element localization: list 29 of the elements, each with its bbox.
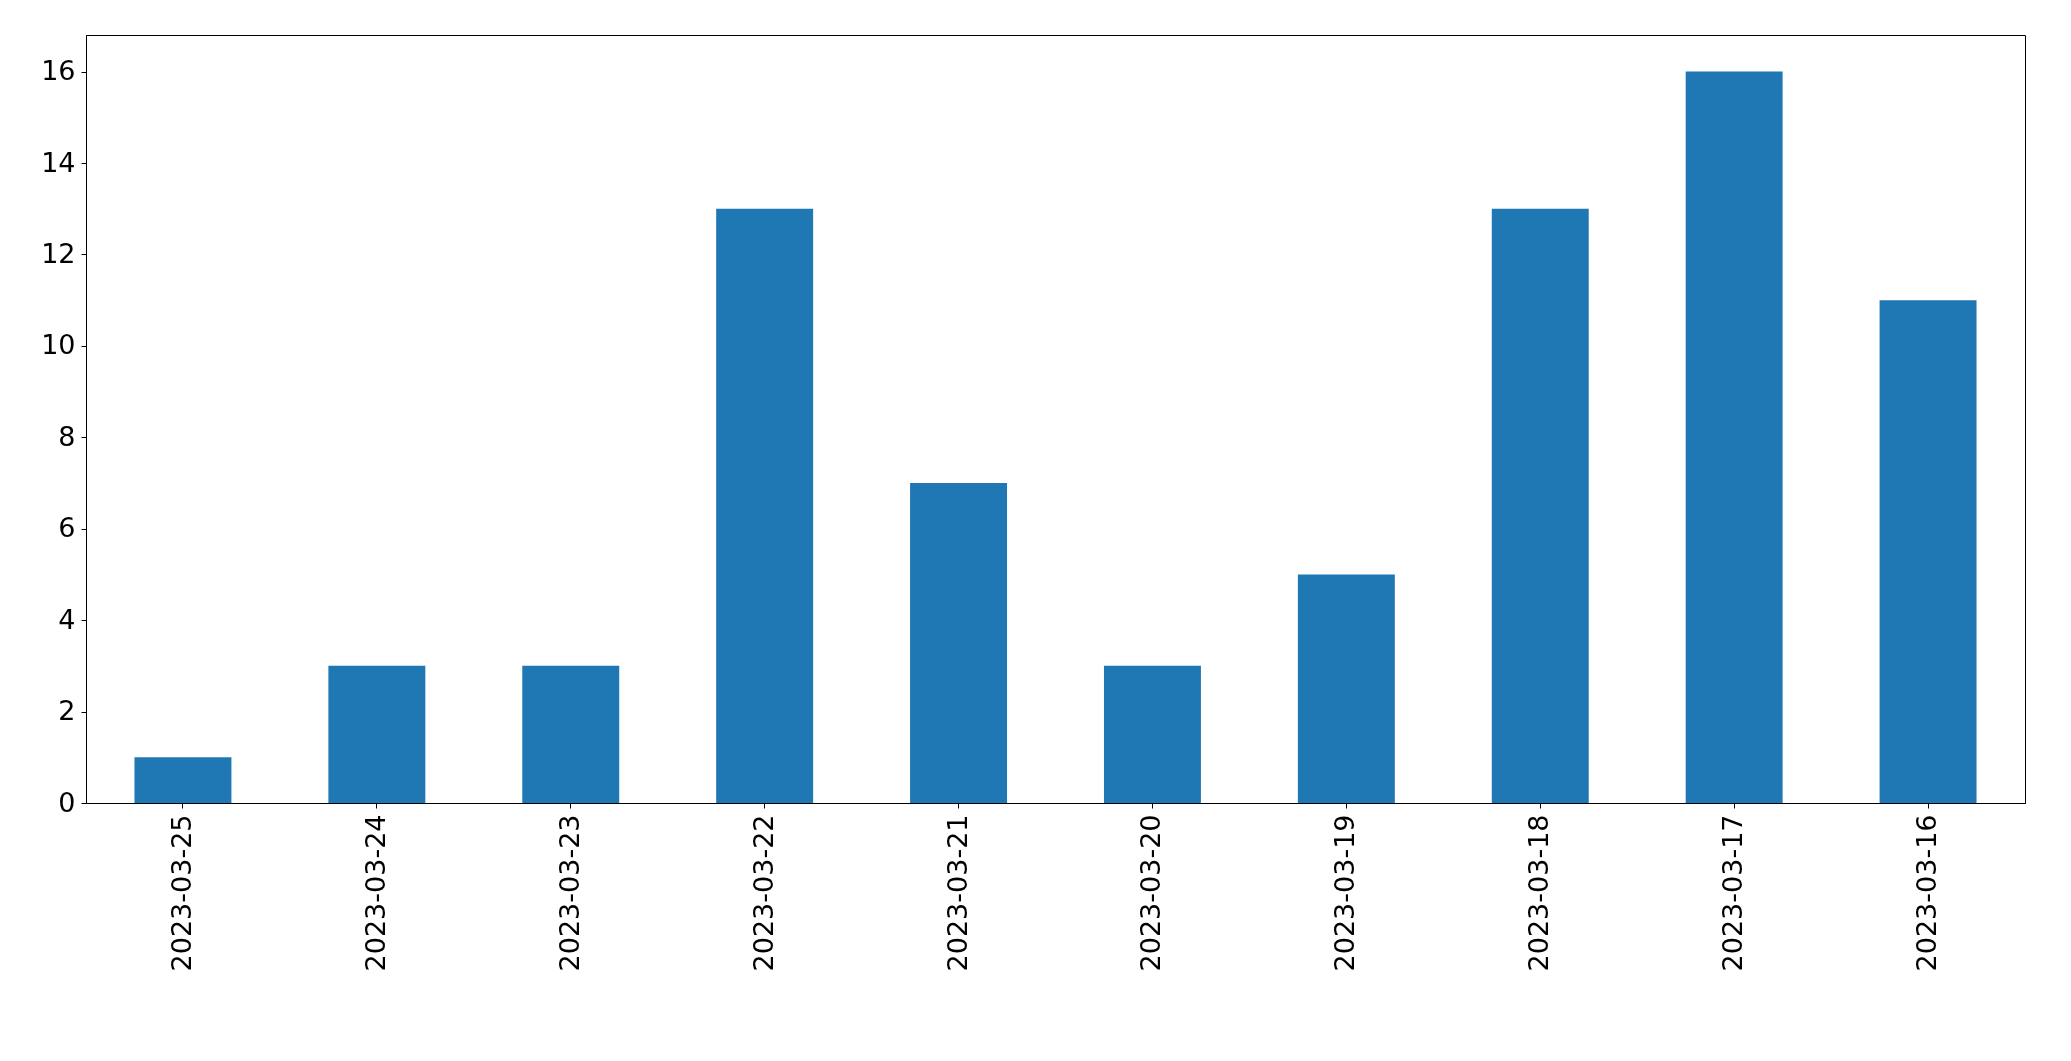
bar [328, 665, 426, 803]
x-tick-label: 2023-03-19 [1329, 814, 1361, 972]
bar [134, 757, 232, 803]
x-tick-label: 2023-03-20 [1135, 814, 1167, 972]
bar [910, 483, 1008, 803]
bar [1685, 71, 1783, 803]
x-tick-label: 2023-03-23 [553, 814, 585, 972]
y-tick-label: 10 [41, 329, 76, 361]
y-tick-label: 8 [58, 420, 76, 452]
bar [716, 208, 814, 803]
bar [1491, 208, 1589, 803]
y-tick-label: 0 [58, 786, 76, 818]
bar [1103, 665, 1201, 803]
bar [1879, 300, 1977, 803]
x-tick-label: 2023-03-21 [941, 814, 973, 972]
y-tick-label: 16 [41, 55, 76, 87]
y-tick-label: 12 [41, 237, 76, 269]
y-tick-label: 14 [41, 146, 76, 178]
bar [522, 665, 620, 803]
bar [1297, 574, 1395, 803]
y-tick-label: 6 [58, 512, 76, 544]
x-tick-label: 2023-03-18 [1523, 814, 1555, 972]
x-tick-label: 2023-03-22 [747, 814, 779, 972]
y-tick-label: 4 [58, 603, 76, 635]
x-tick-label: 2023-03-17 [1717, 814, 1749, 972]
x-tick-label: 2023-03-25 [165, 814, 197, 972]
x-tick-label: 2023-03-24 [359, 814, 391, 972]
y-tick-label: 2 [58, 695, 76, 727]
x-tick-label: 2023-03-16 [1911, 814, 1943, 972]
